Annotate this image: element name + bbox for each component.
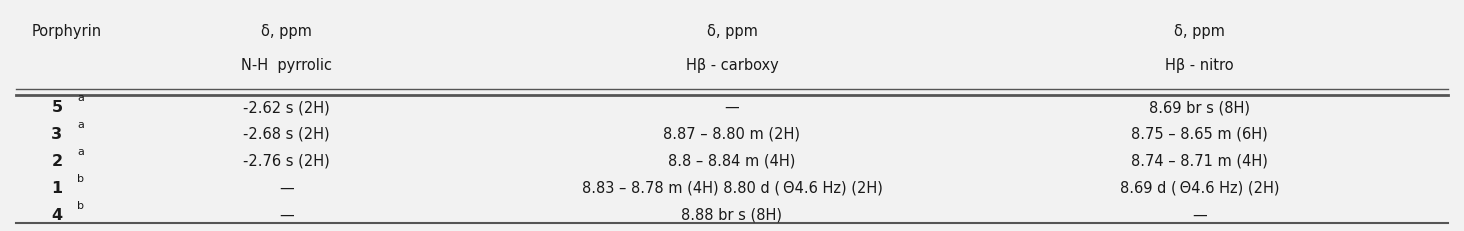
Text: 3: 3 xyxy=(51,127,63,142)
Text: 4: 4 xyxy=(51,208,63,223)
Text: 5: 5 xyxy=(51,100,63,115)
Text: -2.76 s (2H): -2.76 s (2H) xyxy=(243,154,329,169)
Text: —: — xyxy=(725,100,739,115)
Text: b: b xyxy=(78,201,85,211)
Text: 1: 1 xyxy=(51,181,63,196)
Text: 8.83 – 8.78 m (4H) 8.80 d ( Θ4.6 Hz) (2H): 8.83 – 8.78 m (4H) 8.80 d ( Θ4.6 Hz) (2H… xyxy=(581,181,883,196)
Text: a: a xyxy=(78,93,85,103)
Text: δ, ppm: δ, ppm xyxy=(261,24,312,39)
Text: —: — xyxy=(280,181,294,196)
Text: 2: 2 xyxy=(51,154,63,169)
Text: δ, ppm: δ, ppm xyxy=(1174,24,1225,39)
Text: Hβ - carboxy: Hβ - carboxy xyxy=(685,58,779,73)
Text: Porphyrin: Porphyrin xyxy=(32,24,102,39)
Text: a: a xyxy=(78,147,85,157)
Text: 8.75 – 8.65 m (6H): 8.75 – 8.65 m (6H) xyxy=(1132,127,1268,142)
Text: 8.87 – 8.80 m (2H): 8.87 – 8.80 m (2H) xyxy=(663,127,801,142)
Text: -2.68 s (2H): -2.68 s (2H) xyxy=(243,127,329,142)
Text: 8.8 – 8.84 m (4H): 8.8 – 8.84 m (4H) xyxy=(668,154,796,169)
Text: Hβ - nitro: Hβ - nitro xyxy=(1165,58,1234,73)
Text: —: — xyxy=(1192,208,1206,223)
Text: b: b xyxy=(78,174,85,184)
Text: -2.62 s (2H): -2.62 s (2H) xyxy=(243,100,329,115)
Text: N-H  pyrrolic: N-H pyrrolic xyxy=(240,58,332,73)
Text: 8.69 d ( Θ4.6 Hz) (2H): 8.69 d ( Θ4.6 Hz) (2H) xyxy=(1120,181,1280,196)
Text: 8.88 br s (8H): 8.88 br s (8H) xyxy=(682,208,782,223)
Text: 8.74 – 8.71 m (4H): 8.74 – 8.71 m (4H) xyxy=(1132,154,1268,169)
Text: a: a xyxy=(78,120,85,130)
Text: 8.69 br s (8H): 8.69 br s (8H) xyxy=(1149,100,1250,115)
Text: —: — xyxy=(280,208,294,223)
Text: δ, ppm: δ, ppm xyxy=(707,24,757,39)
